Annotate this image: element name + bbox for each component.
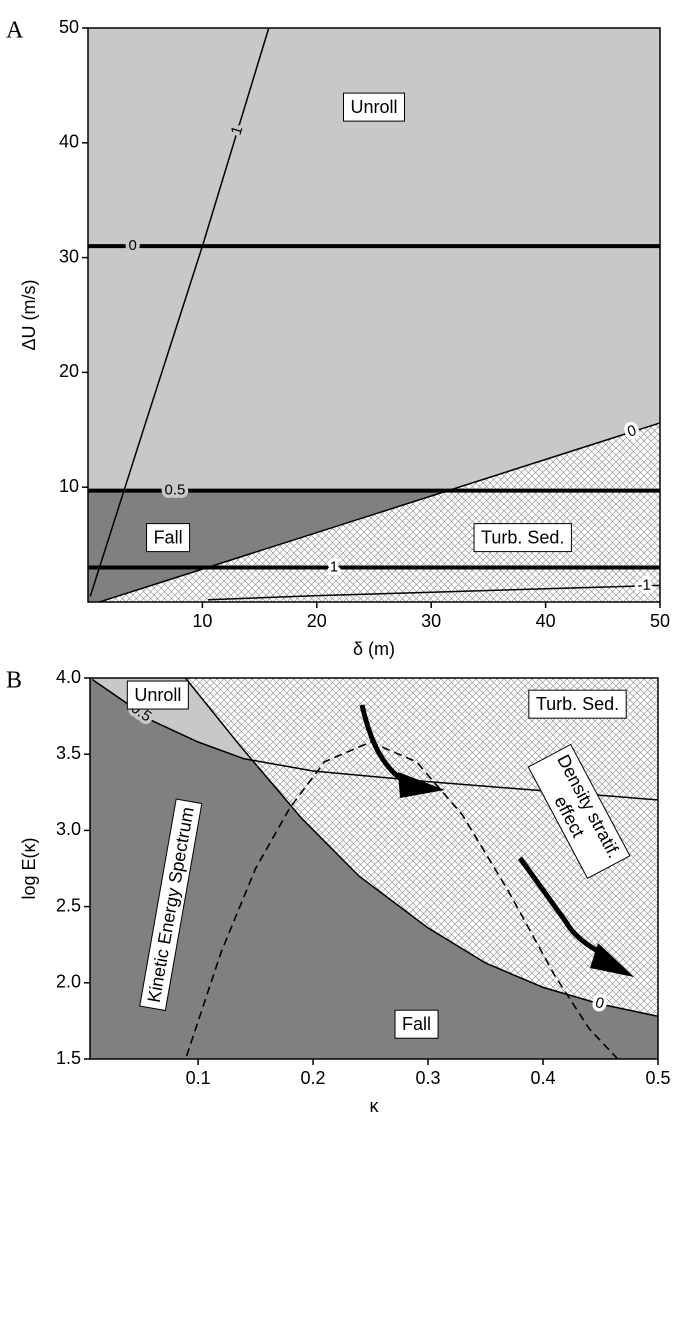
label-box xyxy=(394,1009,439,1039)
x-axis-label: δ (m) xyxy=(353,639,395,659)
y-tick-label: 2.0 xyxy=(56,972,81,992)
region-label: Turb. Sed. xyxy=(536,694,619,714)
region-label: Fall xyxy=(402,1014,431,1034)
x-tick-label: 0.5 xyxy=(645,1068,670,1088)
region-label: Turb. Sed. xyxy=(481,528,564,548)
plot-frame xyxy=(89,677,659,1060)
contour-label: 0.5 xyxy=(165,482,186,499)
x-tick-label: 0.3 xyxy=(416,1068,441,1088)
contour-line xyxy=(184,678,658,1018)
region-label: Unroll xyxy=(350,97,397,117)
y-tick-label: 40 xyxy=(59,132,79,152)
y-tick-label: 1.5 xyxy=(56,1048,81,1068)
contour-line xyxy=(91,678,658,801)
x-tick-label: 50 xyxy=(650,611,670,631)
label-box xyxy=(473,523,572,553)
dashed-line xyxy=(185,741,619,1059)
annotation-box xyxy=(527,743,631,879)
label-box xyxy=(528,689,627,719)
y-tick-label: 30 xyxy=(59,246,79,266)
y-tick-label: 2.5 xyxy=(56,895,81,915)
x-tick-label: 40 xyxy=(536,611,556,631)
y-tick-label: 3.5 xyxy=(56,743,81,763)
y-tick-label: 20 xyxy=(59,361,79,381)
x-tick-label: 0.1 xyxy=(186,1068,211,1088)
annotation-box xyxy=(139,798,203,1012)
region-label: Unroll xyxy=(134,685,181,705)
arrow-head xyxy=(590,943,634,977)
y-tick-label: 4.0 xyxy=(56,667,81,687)
contour-label: 1 xyxy=(330,559,338,576)
panel-label: A xyxy=(6,18,24,44)
plot-frame xyxy=(87,27,661,603)
contour-line xyxy=(208,584,660,601)
x-tick-label: 10 xyxy=(192,611,212,631)
contour-label: 0 xyxy=(128,237,136,254)
x-tick-label: 0.4 xyxy=(531,1068,556,1088)
label-box xyxy=(342,92,406,122)
region-label: Fall xyxy=(154,528,183,548)
contour-line xyxy=(99,422,660,602)
arrows xyxy=(359,704,634,977)
y-tick-label: 10 xyxy=(59,476,79,496)
label-box xyxy=(126,680,189,710)
x-tick-label: 30 xyxy=(421,611,441,631)
arrow-head xyxy=(398,772,445,798)
x-axis-label: κ xyxy=(370,1096,380,1116)
x-tick-label: 0.2 xyxy=(301,1068,326,1088)
y-axis-label: log E(κ) xyxy=(19,837,39,899)
contour-line xyxy=(89,28,270,597)
label-box xyxy=(146,523,191,553)
x-tick-label: 20 xyxy=(307,611,327,631)
panel-label: B xyxy=(6,668,22,694)
y-tick-label: 3.0 xyxy=(56,819,81,839)
y-axis-label: ΔU (m/s) xyxy=(19,279,39,350)
y-tick-label: 50 xyxy=(59,17,79,37)
contour-label: -1 xyxy=(637,577,651,594)
plot-area xyxy=(88,28,660,602)
